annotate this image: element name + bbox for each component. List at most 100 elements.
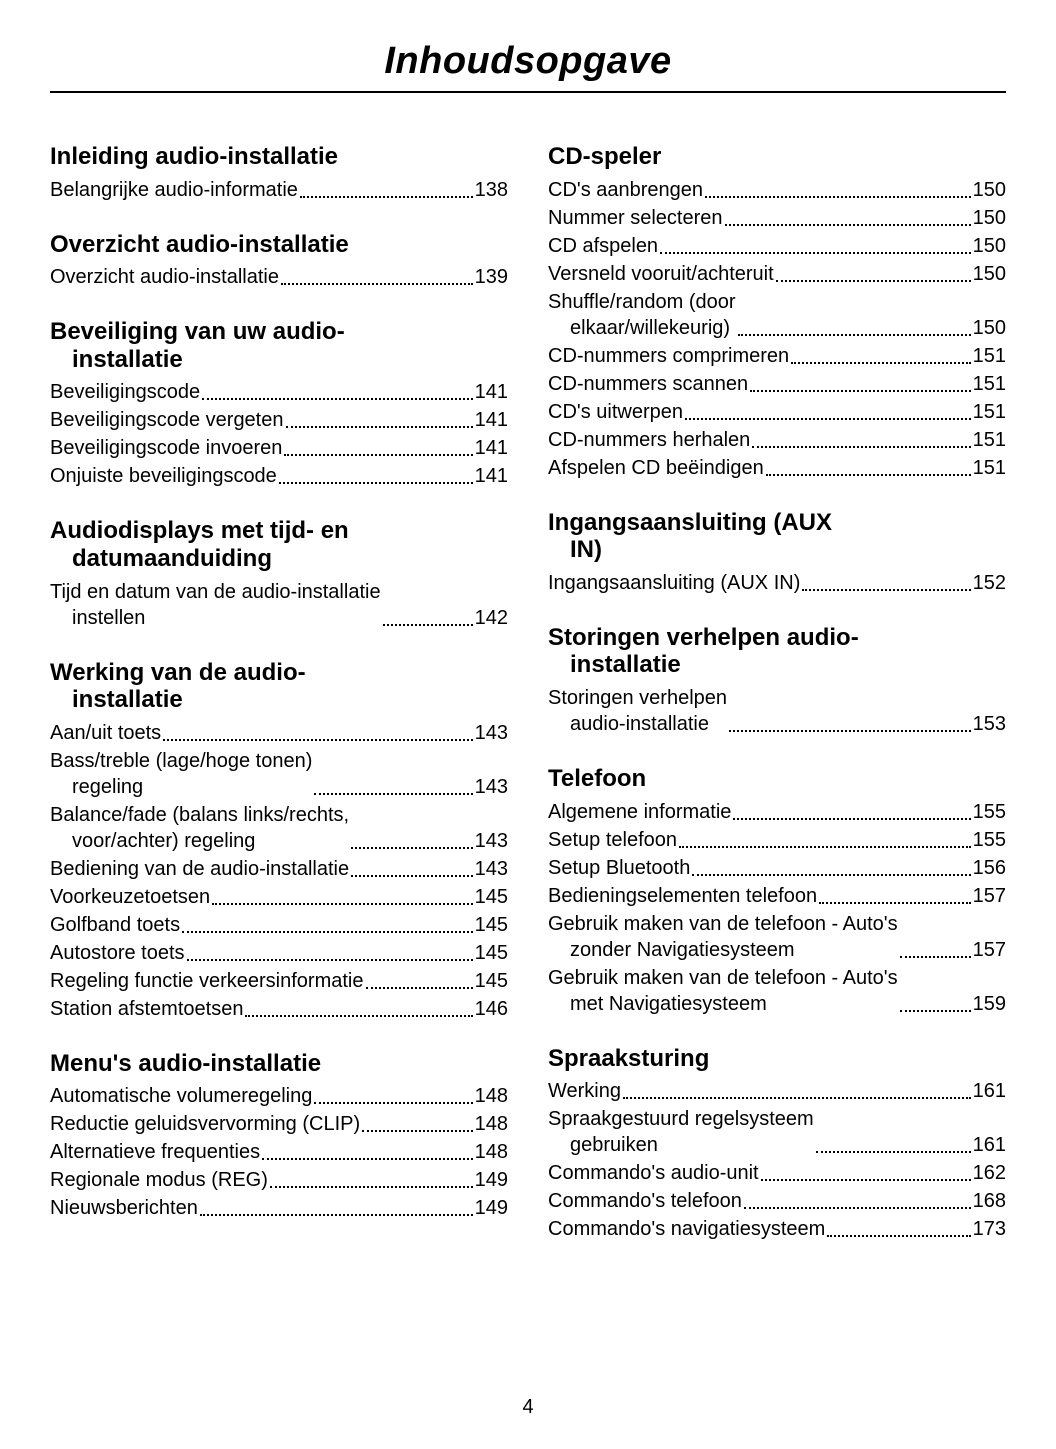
toc-page: 151 xyxy=(973,455,1006,481)
toc-leader-dots xyxy=(729,730,971,732)
toc-page: 153 xyxy=(973,711,1006,737)
toc-page: 150 xyxy=(973,261,1006,287)
toc-label: Beveiligingscode xyxy=(50,379,200,405)
toc-entry: Nieuwsberichten149 xyxy=(50,1195,508,1221)
toc-leader-dots xyxy=(791,362,970,364)
toc-page: 145 xyxy=(475,912,508,938)
toc-leader-dots xyxy=(281,283,473,285)
toc-label: Commando's audio-unit xyxy=(548,1160,759,1186)
toc-page: 138 xyxy=(475,177,508,203)
toc-leader-dots xyxy=(245,1015,472,1017)
toc-page: 149 xyxy=(475,1167,508,1193)
toc-entry: CD-nummers herhalen151 xyxy=(548,427,1006,453)
toc-page: 149 xyxy=(475,1195,508,1221)
toc-entry: CD-nummers comprimeren151 xyxy=(548,343,1006,369)
toc-entry: Beveiligingscode vergeten141 xyxy=(50,407,508,433)
toc-leader-dots xyxy=(900,1010,971,1012)
section-heading: Storingen verhelpen audio-installatie xyxy=(548,624,1006,679)
page-title: Inhoudsopgave xyxy=(50,40,1006,83)
toc-label: CD-nummers scannen xyxy=(548,371,748,397)
toc-label: Commando's telefoon xyxy=(548,1188,742,1214)
toc-entry: Bediening van de audio-installatie143 xyxy=(50,856,508,882)
toc-page: 157 xyxy=(973,937,1006,963)
toc-page: 143 xyxy=(475,774,508,800)
toc-entry: Onjuiste beveiligingscode141 xyxy=(50,463,508,489)
toc-entry: Storingen verhelpenaudio-installatie153 xyxy=(548,685,1006,737)
toc-leader-dots xyxy=(286,426,473,428)
toc-page: 161 xyxy=(973,1078,1006,1104)
toc-label-cont: audio-installatie xyxy=(548,711,727,737)
toc-leader-dots xyxy=(744,1207,971,1209)
section-heading-cont: installatie xyxy=(50,686,508,714)
toc-label: Setup Bluetooth xyxy=(548,855,690,881)
toc-leader-dots xyxy=(300,196,473,198)
toc-entry: Aan/uit toets143 xyxy=(50,720,508,746)
toc-entry: Werking 161 xyxy=(548,1078,1006,1104)
toc-page: 150 xyxy=(973,177,1006,203)
toc-page: 141 xyxy=(475,435,508,461)
toc-page: 151 xyxy=(973,371,1006,397)
toc-label: Alternatieve frequenties xyxy=(50,1139,260,1165)
toc-label: Nummer selecteren xyxy=(548,205,723,231)
toc-label: Werking xyxy=(548,1078,621,1104)
toc-leader-dots xyxy=(827,1235,970,1237)
toc-entry: Station afstemtoetsen146 xyxy=(50,996,508,1022)
section-heading: Overzicht audio-installatie xyxy=(50,231,508,259)
toc-leader-dots xyxy=(733,818,970,820)
toc-page: 152 xyxy=(973,570,1006,596)
toc-label: Regeling functie verkeersinformatie xyxy=(50,968,364,994)
toc-label: Regionale modus (REG) xyxy=(50,1167,268,1193)
toc-leader-dots xyxy=(270,1186,473,1188)
title-rule xyxy=(50,91,1006,93)
toc-entry: Setup Bluetooth156 xyxy=(548,855,1006,881)
toc-page: 143 xyxy=(475,720,508,746)
toc-leader-dots xyxy=(752,446,970,448)
toc-label: CD's uitwerpen xyxy=(548,399,683,425)
toc-leader-dots xyxy=(351,847,473,849)
toc-page: 148 xyxy=(475,1139,508,1165)
toc-entry: Automatische volumeregeling148 xyxy=(50,1083,508,1109)
toc-leader-dots xyxy=(660,252,971,254)
toc-leader-dots xyxy=(738,334,971,336)
page-number: 4 xyxy=(0,1396,1056,1419)
toc-page: 148 xyxy=(475,1083,508,1109)
section-heading-cont: installatie xyxy=(548,651,1006,679)
toc-leader-dots xyxy=(685,418,971,420)
toc-page: 150 xyxy=(973,233,1006,259)
section-heading: Inleiding audio-installatie xyxy=(50,143,508,171)
toc-label-cont: met Navigatiesysteem xyxy=(548,991,898,1017)
toc-label: Station afstemtoetsen xyxy=(50,996,243,1022)
toc-entry: Belangrijke audio-informatie138 xyxy=(50,177,508,203)
toc-label: CD's aanbrengen xyxy=(548,177,703,203)
toc-label-cont: voor/achter) regeling xyxy=(50,828,349,854)
toc-entry: Shuffle/random (doorelkaar/willekeurig)1… xyxy=(548,289,1006,341)
toc-entry: CD's uitwerpen151 xyxy=(548,399,1006,425)
toc-label: Bediening van de audio-installatie xyxy=(50,856,349,882)
toc-leader-dots xyxy=(314,1102,472,1104)
section-heading: Ingangsaansluiting (AUXIN) xyxy=(548,509,1006,564)
toc-label: Reductie geluidsvervorming (CLIP) xyxy=(50,1111,360,1137)
toc-page: 145 xyxy=(475,968,508,994)
toc-page: 151 xyxy=(973,343,1006,369)
toc-label: Spraakgestuurd regelsysteemgebruiken xyxy=(548,1106,814,1158)
toc-page: 141 xyxy=(475,463,508,489)
toc-leader-dots xyxy=(705,196,971,198)
toc-label: Shuffle/random (doorelkaar/willekeurig) xyxy=(548,289,736,341)
toc-entry: Setup telefoon155 xyxy=(548,827,1006,853)
toc-leader-dots xyxy=(776,280,971,282)
toc-leader-dots xyxy=(279,482,473,484)
toc-page: 162 xyxy=(973,1160,1006,1186)
toc-entry: CD's aanbrengen 150 xyxy=(548,177,1006,203)
toc-page: 161 xyxy=(973,1132,1006,1158)
toc-entry: Commando's telefoon168 xyxy=(548,1188,1006,1214)
toc-leader-dots xyxy=(816,1151,971,1153)
toc-entry: Afspelen CD beëindigen151 xyxy=(548,455,1006,481)
toc-label: Balance/fade (balans links/rechts,voor/a… xyxy=(50,802,349,854)
toc-label: Golfband toets xyxy=(50,912,180,938)
toc-entry: Ingangsaansluiting (AUX IN)152 xyxy=(548,570,1006,596)
section-heading-cont: IN) xyxy=(548,536,1006,564)
toc-entry: Beveiligingscode141 xyxy=(50,379,508,405)
toc-label-cont: instellen xyxy=(50,605,381,631)
toc-leader-dots xyxy=(819,902,971,904)
toc-label: Commando's navigatiesysteem xyxy=(548,1216,825,1242)
